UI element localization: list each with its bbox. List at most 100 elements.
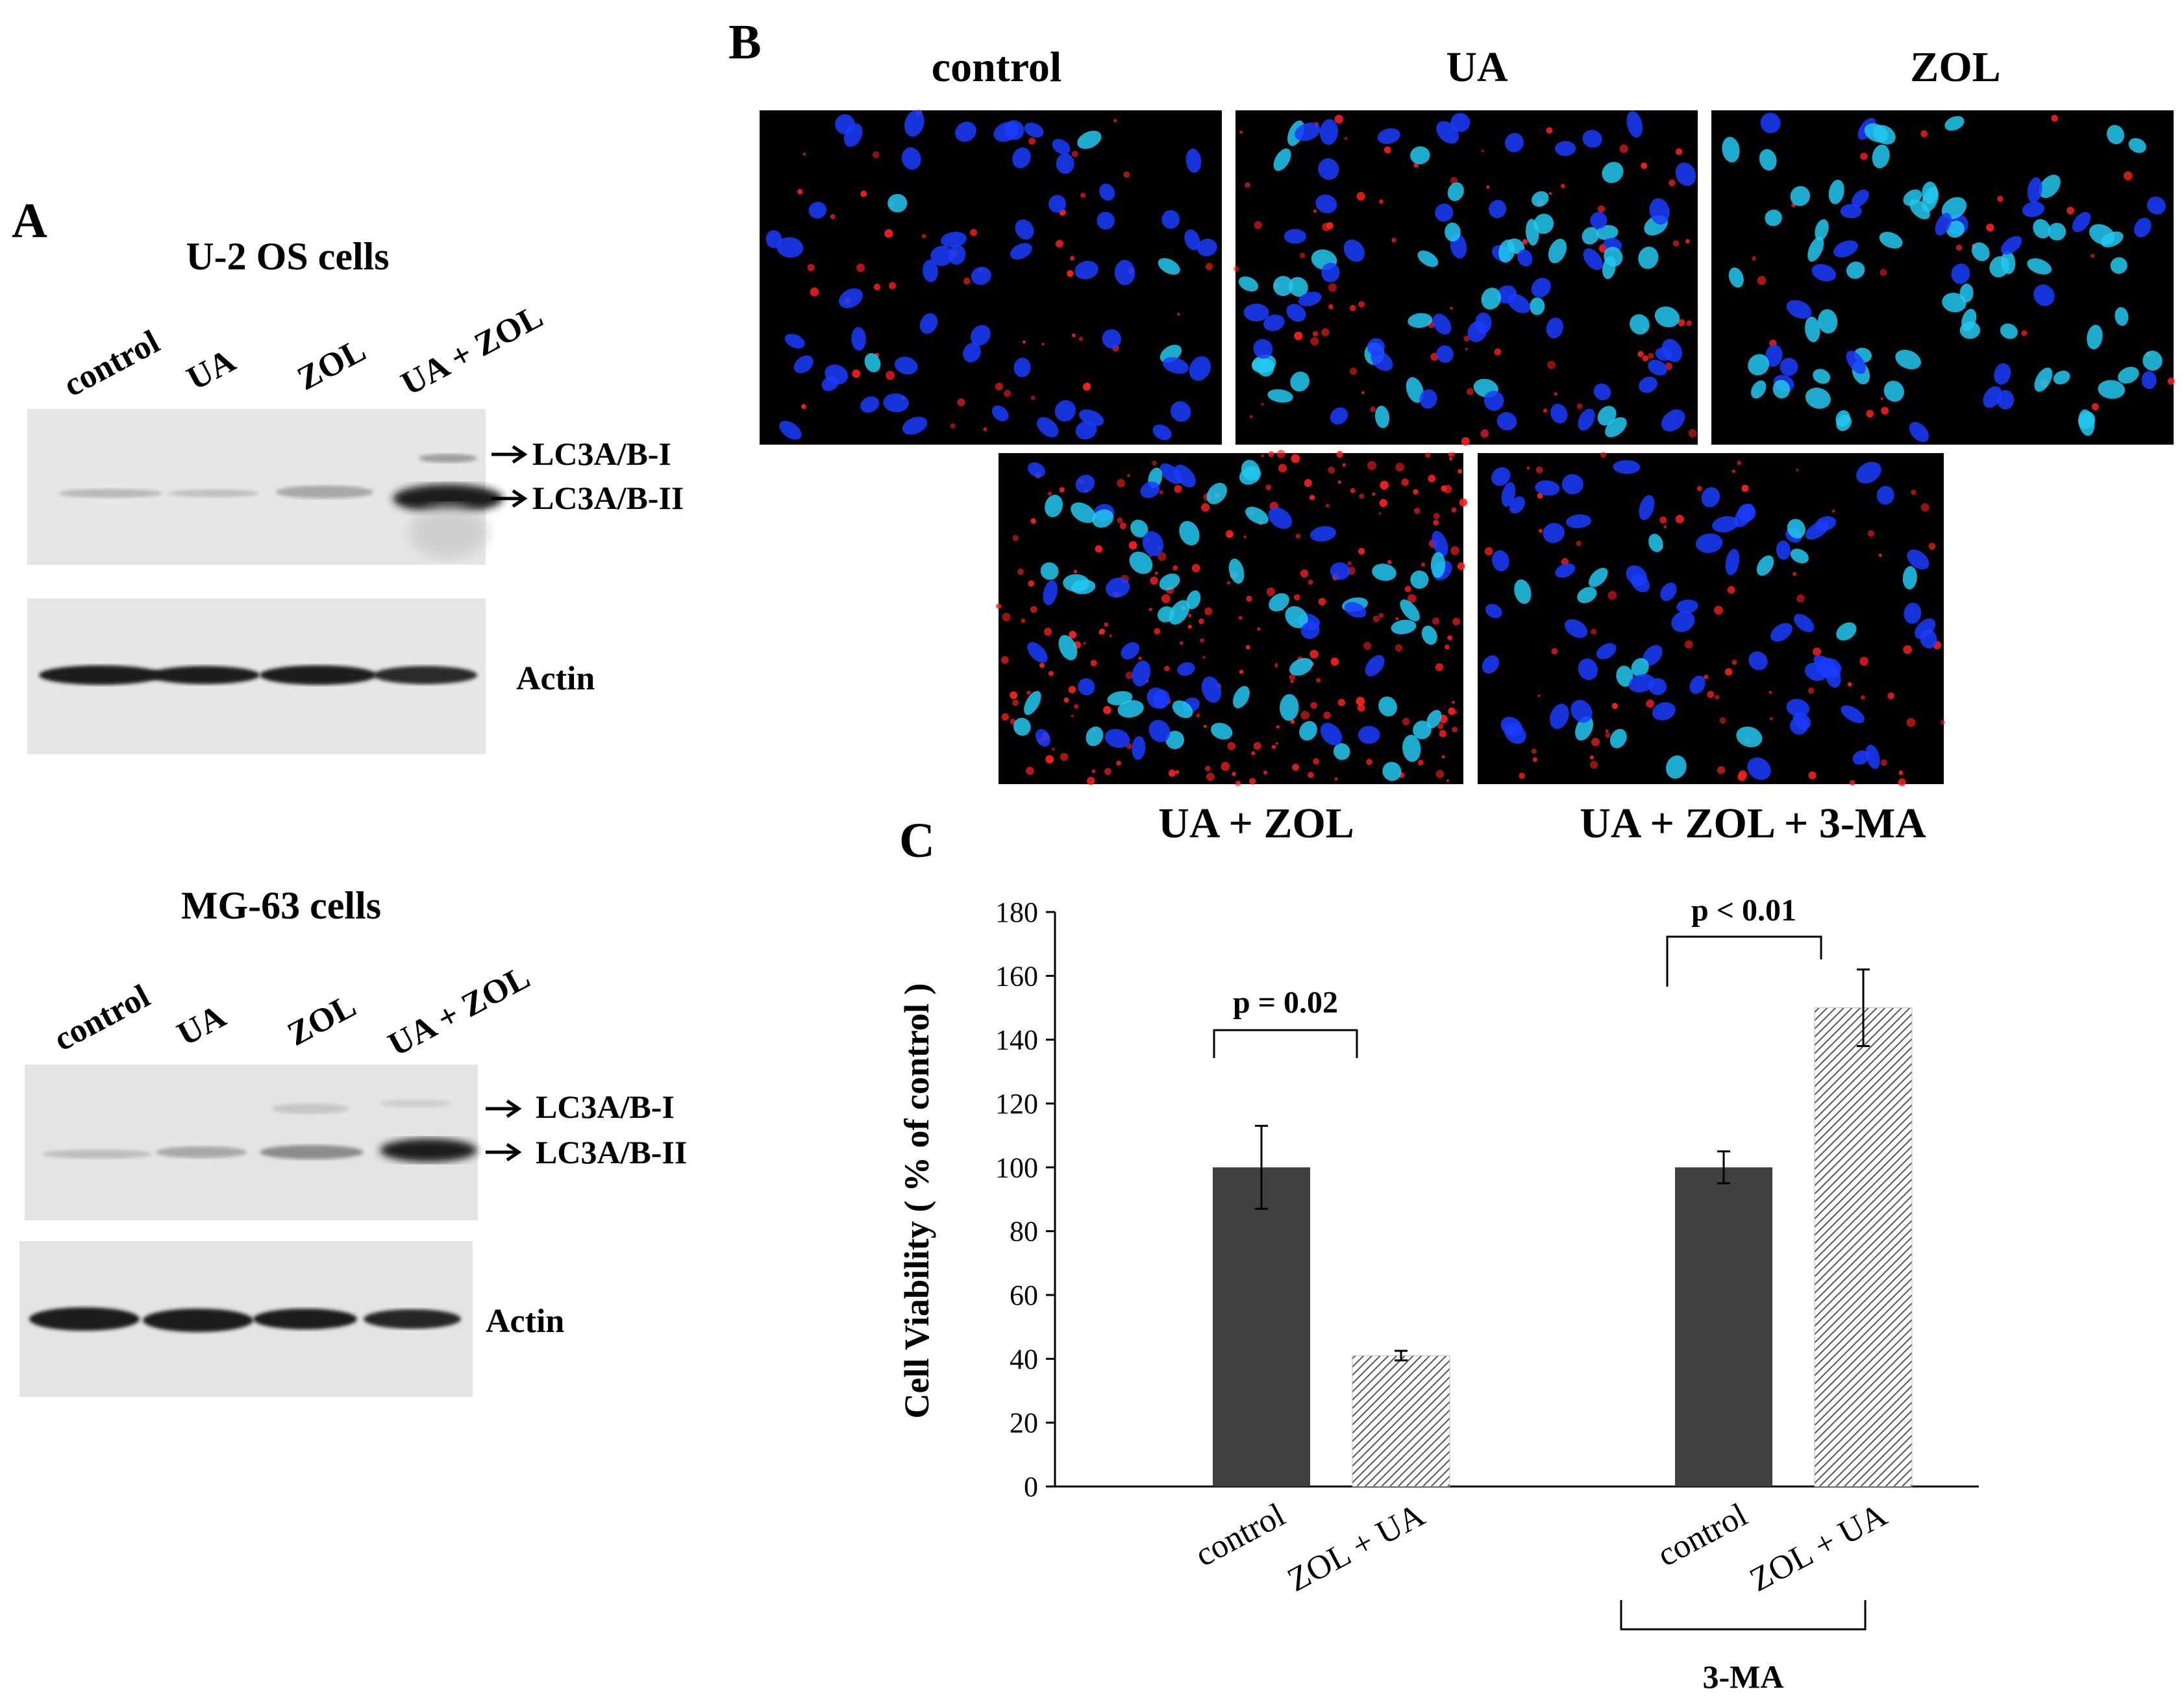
lc3-punctum bbox=[1380, 480, 1389, 490]
nucleus bbox=[1577, 587, 1597, 604]
nucleus bbox=[948, 245, 966, 265]
nucleus bbox=[1701, 487, 1720, 508]
nucleus bbox=[1074, 260, 1098, 280]
lc3-punctum bbox=[797, 189, 803, 195]
nucleus bbox=[1426, 709, 1442, 728]
lc3-punctum bbox=[1480, 429, 1489, 438]
lc3-punctum bbox=[1001, 656, 1009, 664]
nucleus bbox=[1851, 189, 1869, 207]
lc3-punctum bbox=[1450, 306, 1453, 310]
lc3-punctum bbox=[807, 264, 815, 271]
bar-2 bbox=[1675, 1167, 1772, 1486]
lc3-punctum bbox=[1696, 486, 1702, 491]
lc3-punctum bbox=[1358, 301, 1365, 308]
nucleus bbox=[2027, 177, 2042, 203]
bar-0 bbox=[1213, 1167, 1310, 1486]
lc3-punctum bbox=[1669, 179, 1676, 186]
nucleus bbox=[1371, 351, 1393, 371]
blot2-title: MG-63 cells bbox=[181, 884, 381, 927]
nucleus bbox=[1273, 276, 1293, 297]
nucleus bbox=[1772, 380, 1791, 399]
lc3-punctum bbox=[1450, 546, 1459, 555]
lc3-punctum bbox=[1641, 162, 1648, 169]
lc3-punctum bbox=[1278, 463, 1287, 473]
lc3-punctum bbox=[1063, 697, 1069, 703]
nucleus bbox=[1813, 369, 1831, 384]
nucleus bbox=[1750, 380, 1767, 399]
nucleus bbox=[1158, 258, 1180, 275]
nucleus bbox=[793, 355, 813, 374]
lc3-punctum bbox=[1103, 706, 1111, 715]
lc3-punctum bbox=[1330, 657, 1339, 666]
nucleus bbox=[2147, 196, 2166, 215]
lc3-punctum bbox=[1191, 563, 1200, 573]
nucleus bbox=[1197, 238, 1217, 256]
nucleus bbox=[839, 288, 863, 308]
lc3-punctum bbox=[1860, 153, 1868, 160]
nucleus bbox=[1048, 195, 1067, 213]
nucleus bbox=[1077, 130, 1102, 149]
nucleus bbox=[2107, 125, 2125, 145]
lc3-punctum bbox=[1073, 569, 1078, 574]
nucleus bbox=[1736, 726, 1763, 748]
nucleus bbox=[2034, 367, 2053, 392]
nucleus bbox=[1604, 247, 1623, 267]
nucleus bbox=[919, 313, 938, 334]
nucleus bbox=[1485, 604, 1502, 619]
lc3-punctum bbox=[1793, 572, 1797, 576]
nucleus bbox=[1543, 523, 1565, 543]
nucleus bbox=[1358, 726, 1380, 744]
blot2-lane-1: UA bbox=[171, 998, 232, 1054]
lc3-punctum bbox=[1295, 534, 1301, 539]
nucleus bbox=[1648, 678, 1667, 695]
lc3-punctum bbox=[1590, 761, 1598, 769]
nucleus bbox=[1435, 203, 1454, 222]
lc3-punctum bbox=[1413, 489, 1419, 495]
nucleus bbox=[1104, 728, 1130, 748]
nucleus bbox=[1770, 623, 1793, 642]
lc3-punctum bbox=[1127, 474, 1130, 477]
lc3-punctum bbox=[1290, 680, 1294, 684]
nucleus bbox=[1846, 261, 1865, 279]
nucleus bbox=[779, 421, 802, 440]
nucleus bbox=[1780, 358, 1798, 376]
nucleus bbox=[2001, 251, 2016, 275]
lc3-punctum bbox=[1117, 478, 1126, 487]
lc3-punctum bbox=[921, 234, 926, 239]
lc3-punctum bbox=[1906, 718, 1916, 728]
lc3-punctum bbox=[1731, 469, 1736, 473]
lc3-punctum bbox=[1955, 244, 1963, 251]
lc3-punctum bbox=[957, 398, 965, 406]
lc3-punctum bbox=[1313, 209, 1317, 213]
nucleus bbox=[1288, 277, 1308, 297]
nucleus bbox=[1983, 386, 2002, 408]
lc3-punctum bbox=[1685, 239, 1690, 244]
nucleus bbox=[1243, 303, 1269, 322]
nucleus bbox=[2000, 323, 2018, 339]
lc3-punctum bbox=[1433, 512, 1440, 520]
nucleus bbox=[970, 325, 991, 346]
nucleus bbox=[1013, 717, 1031, 736]
lc3-punctum bbox=[1808, 771, 1817, 780]
nucleus bbox=[904, 110, 924, 137]
lc3-punctum bbox=[1041, 343, 1045, 346]
lc3-punctum bbox=[1248, 778, 1256, 785]
nucleus bbox=[1184, 229, 1200, 251]
nucleus bbox=[1284, 228, 1306, 244]
nucleus bbox=[1036, 728, 1050, 747]
lc3-punctum bbox=[1337, 698, 1346, 706]
lc3-punctum bbox=[1741, 484, 1749, 492]
lc3-punctum bbox=[1675, 148, 1683, 155]
lc3-punctum bbox=[1686, 320, 1692, 327]
lc3-punctum bbox=[1315, 678, 1321, 683]
nucleus bbox=[1596, 225, 1619, 240]
nucleus bbox=[1160, 463, 1182, 484]
lc3-punctum bbox=[1459, 498, 1468, 507]
blot2-arrow-0-head bbox=[506, 1099, 522, 1118]
nucleus bbox=[1883, 380, 1904, 402]
lc3-punctum bbox=[1116, 760, 1121, 766]
nucleus bbox=[2039, 175, 2061, 199]
lc3-punctum bbox=[1384, 146, 1391, 154]
lc3-punctum bbox=[1452, 617, 1461, 626]
nucleus bbox=[1300, 621, 1320, 639]
